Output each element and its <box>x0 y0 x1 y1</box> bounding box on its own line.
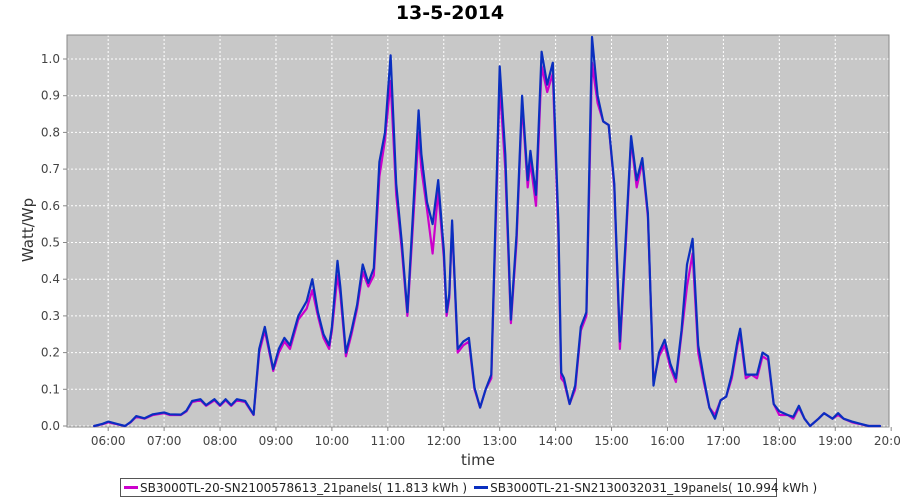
y-tick-label: 0.7 <box>41 162 60 176</box>
legend-label-series-2: SB3000TL-21-SN2130032031_19panels( 10.99… <box>490 480 818 495</box>
x-tick-label: 09:00 <box>259 434 294 448</box>
x-tick-label: 11:00 <box>371 434 406 448</box>
series-line-2 <box>93 35 882 428</box>
x-tick-label: 10:00 <box>315 434 350 448</box>
y-axis-title: Watt/Wp <box>19 198 37 262</box>
x-tick-label: 20:00 <box>874 434 900 448</box>
y-tick-label: 0.3 <box>41 309 60 323</box>
x-tick-label: 06:00 <box>91 434 126 448</box>
y-tick-label: 0.5 <box>41 236 60 250</box>
x-tick-label: 16:00 <box>650 434 685 448</box>
x-tick-label: 17:00 <box>706 434 741 448</box>
x-axis-title: time <box>461 451 495 469</box>
plot-border <box>66 34 890 428</box>
x-tick-label: 08:00 <box>203 434 238 448</box>
x-tick-label: 13:00 <box>482 434 517 448</box>
legend-swatch-series-1 <box>124 486 138 489</box>
x-tick-label: 18:00 <box>762 434 797 448</box>
y-tick-label: 0.1 <box>41 382 60 396</box>
y-axis: 0.0 0.1 0.2 0.3 0.4 0.5 0.6 0.7 0.8 0.9 1.0 <box>41 52 67 433</box>
y-tick-label: 0.9 <box>41 89 60 103</box>
plot-area <box>67 35 889 427</box>
y-tick-label: 1.0 <box>41 52 60 66</box>
y-tick-label: 0.2 <box>41 346 60 360</box>
y-tick-label: 0.8 <box>41 125 60 139</box>
chart-title: 13-5-2014 <box>395 2 505 24</box>
legend: SB3000TL-20-SN2100578613_21panels( 11.81… <box>120 478 817 497</box>
y-tick-label: 0.4 <box>41 272 60 286</box>
y-tick-label: 0.6 <box>41 199 60 213</box>
x-tick-label: 14:00 <box>538 434 573 448</box>
legend-label-series-1: SB3000TL-20-SN2100578613_21panels( 11.81… <box>140 480 468 495</box>
line-chart: 06:00 07:00 08:00 09:00 10:00 11:00 12:00 13:00… <box>19 34 900 469</box>
x-tick-label: 15:00 <box>594 434 629 448</box>
legend-swatch-series-2 <box>474 486 489 489</box>
legend-item-series-1: SB3000TL-20-SN2100578613_21panels( 11.81… <box>124 481 467 495</box>
series-layer <box>93 35 882 428</box>
x-tick-label: 12:00 <box>426 434 461 448</box>
y-tick-label: 0.0 <box>41 419 60 433</box>
legend-item-series-2: SB3000TL-21-SN2130032031_19panels( 10.99… <box>474 481 817 495</box>
x-tick-label: 07:00 <box>147 434 182 448</box>
x-axis: 06:00 07:00 08:00 09:00 10:00 11:00 12:00 13:00… <box>91 427 900 448</box>
x-tick-label: 19:00 <box>818 434 853 448</box>
